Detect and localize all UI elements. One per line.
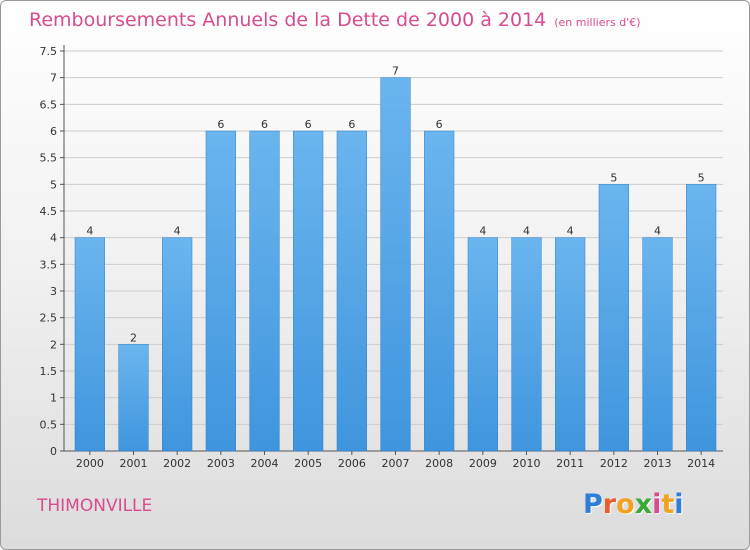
x-tick-label: 2007 <box>382 457 410 470</box>
y-tick-label: 2.5 <box>40 312 58 325</box>
logo-letter: o <box>616 489 635 520</box>
data-label: 5 <box>610 171 617 184</box>
y-tick-label: 7 <box>50 72 57 85</box>
y-tick-label: 6.5 <box>40 98 58 111</box>
bar <box>424 130 455 452</box>
y-tick-label: 6 <box>50 125 57 138</box>
bar <box>467 237 498 452</box>
data-label: 4 <box>567 225 574 238</box>
x-tick-label: 2014 <box>687 457 715 470</box>
y-tick-label: 5 <box>50 178 57 191</box>
x-tick-label: 2006 <box>338 457 366 470</box>
bar <box>380 77 411 452</box>
y-tick-label: 7.5 <box>40 45 58 58</box>
x-tick-label: 2004 <box>251 457 279 470</box>
x-tick-label: 2000 <box>76 457 104 470</box>
y-tick-label: 4 <box>50 232 57 245</box>
x-tick-label: 2001 <box>120 457 148 470</box>
data-label: 4 <box>86 225 93 238</box>
bar <box>598 184 629 452</box>
data-label: 4 <box>174 225 181 238</box>
data-label: 4 <box>654 225 661 238</box>
data-label: 5 <box>698 171 705 184</box>
y-tick-label: 0.5 <box>40 418 58 431</box>
bar <box>686 184 717 452</box>
y-tick-label: 4.5 <box>40 205 58 218</box>
location-name: THIMONVILLE <box>37 496 153 516</box>
y-tick-label: 3.5 <box>40 258 58 271</box>
proxiti-logo: Proxiti <box>583 489 684 520</box>
data-label: 6 <box>261 118 268 131</box>
data-label: 6 <box>305 118 312 131</box>
y-tick-label: 3 <box>50 285 57 298</box>
logo-letter: P <box>583 489 603 520</box>
x-tick-label: 2011 <box>556 457 584 470</box>
y-tick-label: 1.5 <box>40 365 58 378</box>
logo-letter: t <box>661 489 675 520</box>
logo-letter: x <box>634 489 653 520</box>
data-label: 4 <box>523 225 530 238</box>
data-label: 2 <box>130 331 137 344</box>
title-text: Remboursements Annuels de la Dette de 20… <box>29 9 547 31</box>
bar <box>74 237 105 452</box>
x-tick-label: 2009 <box>469 457 497 470</box>
x-tick-label: 2012 <box>600 457 628 470</box>
x-tick-label: 2005 <box>294 457 322 470</box>
chart-title: Remboursements Annuels de la Dette de 20… <box>29 9 641 31</box>
x-tick-label: 2008 <box>425 457 453 470</box>
data-label: 7 <box>392 65 399 78</box>
logo-letter: r <box>602 489 617 520</box>
data-label: 4 <box>479 225 486 238</box>
x-tick-label: 2013 <box>644 457 672 470</box>
x-tick-label: 2010 <box>513 457 541 470</box>
bar <box>511 237 542 452</box>
data-label: 6 <box>217 118 224 131</box>
x-tick-label: 2002 <box>163 457 191 470</box>
bar <box>162 237 193 452</box>
bar <box>205 130 236 452</box>
bar <box>642 237 673 452</box>
title-unit: (en milliers d'€) <box>554 16 641 29</box>
bar <box>118 344 149 452</box>
y-tick-label: 0 <box>50 445 57 458</box>
data-label: 6 <box>348 118 355 131</box>
data-label: 6 <box>436 118 443 131</box>
bar <box>249 130 280 452</box>
bar <box>555 237 586 452</box>
y-tick-label: 2 <box>50 338 57 351</box>
logo-letter: i <box>674 489 684 520</box>
y-tick-label: 5.5 <box>40 152 58 165</box>
x-tick-label: 2003 <box>207 457 235 470</box>
logo-letter: i <box>652 489 662 520</box>
y-tick-label: 1 <box>50 392 57 405</box>
bar <box>293 130 324 452</box>
bar <box>336 130 367 452</box>
